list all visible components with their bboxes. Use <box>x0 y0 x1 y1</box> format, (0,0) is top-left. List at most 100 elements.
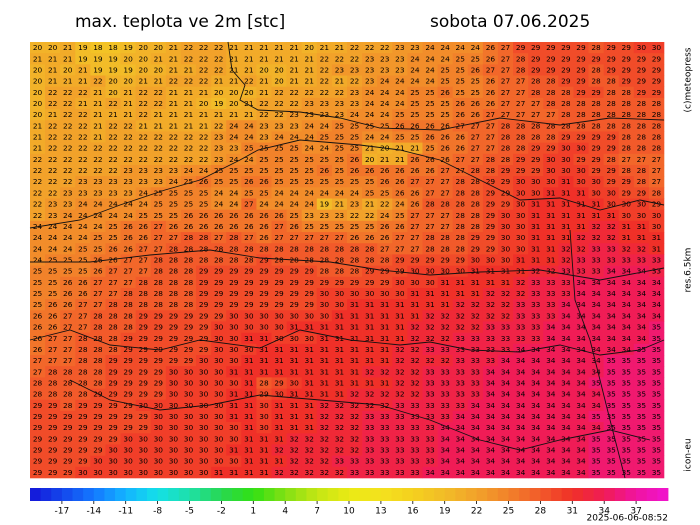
cell-fill <box>558 265 574 278</box>
cell-value: 33 <box>456 356 466 365</box>
cell-value: 23 <box>139 166 149 175</box>
cell-fill <box>407 388 423 401</box>
cell-value: 29 <box>33 468 43 477</box>
cell-fill <box>377 265 393 278</box>
cell-value: 27 <box>244 233 254 242</box>
cell-value: 33 <box>380 468 390 477</box>
cell-fill <box>211 64 227 76</box>
cell-value: 29 <box>606 166 616 175</box>
cell-value: 31 <box>335 378 345 387</box>
cell-fill <box>513 220 529 233</box>
cell-fill <box>633 310 650 322</box>
cell-value: 21 <box>199 110 209 119</box>
cell-fill <box>180 86 197 99</box>
cell-value: 34 <box>456 412 466 421</box>
cell-value: 33 <box>425 412 435 421</box>
cell-fill <box>497 276 514 289</box>
cell-value: 22 <box>78 110 87 119</box>
cell-fill <box>45 187 61 199</box>
cell-value: 29 <box>154 356 164 365</box>
cell-value: 31 <box>244 446 254 455</box>
cell-value: 19 <box>108 65 118 74</box>
cell-fill <box>558 410 574 423</box>
cell-value: 29 <box>259 267 269 276</box>
cell-value: 31 <box>395 334 405 343</box>
cell-fill <box>467 109 484 121</box>
cell-fill <box>105 176 121 188</box>
cell-value: 26 <box>78 278 88 287</box>
cell-value: 31 <box>380 378 390 387</box>
cell-fill <box>120 410 136 423</box>
cell-value: 34 <box>546 423 556 432</box>
cell-value: 25 <box>305 155 315 164</box>
cell-value: 22 <box>199 65 208 74</box>
cell-fill <box>588 120 604 132</box>
cell-value: 30 <box>199 412 209 421</box>
cell-fill <box>467 153 484 166</box>
cell-value: 32 <box>335 468 344 477</box>
cell-fill <box>407 254 423 266</box>
cell-value: 31 <box>365 300 375 309</box>
cell-fill <box>603 75 620 88</box>
cell-fill <box>180 388 197 401</box>
cell-fill <box>316 176 333 188</box>
cell-fill <box>226 209 242 222</box>
cell-fill <box>226 42 242 54</box>
cell-fill <box>452 243 469 255</box>
colorbar-segment <box>115 488 127 501</box>
cell-value: 21 <box>229 110 239 119</box>
cell-value: 31 <box>259 457 269 466</box>
cell-fill <box>196 332 212 345</box>
colorbar-segment <box>61 488 73 501</box>
cell-value: 35 <box>652 334 662 343</box>
cell-value: 34 <box>606 267 616 276</box>
cell-value: 31 <box>244 412 254 421</box>
cell-fill <box>633 131 650 143</box>
cell-fill <box>105 299 121 311</box>
cell-value: 22 <box>63 99 72 108</box>
cell-value: 27 <box>652 166 662 175</box>
cell-fill <box>482 388 499 401</box>
cell-fill <box>603 355 620 367</box>
cell-fill <box>588 109 604 121</box>
cell-fill <box>241 220 257 233</box>
cell-fill <box>30 366 46 378</box>
cell-fill <box>165 209 182 222</box>
cell-value: 33 <box>606 244 616 253</box>
cell-value: 34 <box>591 334 601 343</box>
cell-fill <box>603 97 620 110</box>
cell-fill <box>150 243 167 255</box>
cell-value: 33 <box>365 434 375 443</box>
cell-value: 32 <box>289 468 298 477</box>
cell-value: 35 <box>637 468 647 477</box>
cell-fill <box>226 422 242 434</box>
cell-fill <box>105 366 121 378</box>
cell-value: 30 <box>637 43 647 52</box>
cell-value: 23 <box>108 188 118 197</box>
cell-fill <box>362 332 378 345</box>
cell-value: 22 <box>214 121 223 130</box>
cell-value: 35 <box>637 457 647 466</box>
cell-value: 29 <box>199 311 209 320</box>
cell-value: 29 <box>63 434 73 443</box>
cell-fill <box>331 321 348 333</box>
cell-fill <box>437 332 453 345</box>
cell-value: 27 <box>63 356 73 365</box>
cell-fill <box>452 254 469 266</box>
cell-value: 22 <box>199 155 208 164</box>
cell-value: 32 <box>471 311 480 320</box>
cell-fill <box>528 86 544 99</box>
cell-value: 29 <box>425 256 435 265</box>
cell-fill <box>45 64 61 76</box>
cell-value: 34 <box>576 334 586 343</box>
cell-value: 25 <box>440 77 450 86</box>
cell-fill <box>316 86 333 99</box>
colorbar-segment <box>359 488 371 501</box>
cell-value: 24 <box>123 211 133 220</box>
cell-value: 26 <box>395 188 405 197</box>
cell-value: 26 <box>456 133 466 142</box>
cell-fill <box>407 131 423 143</box>
cell-fill <box>211 310 227 322</box>
cell-fill <box>347 466 363 479</box>
cell-value: 31 <box>274 412 284 421</box>
